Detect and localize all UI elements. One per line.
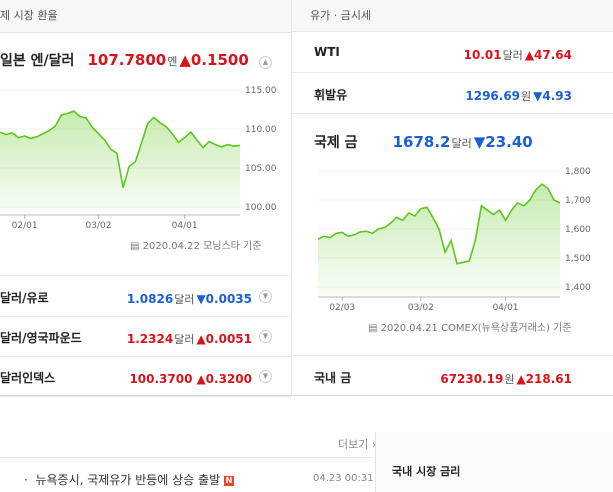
news-item[interactable]: · 뉴욕증시, 국제유가 반등에 상승 출발 N — [24, 473, 234, 487]
main-quote: 국제 금 1678.2달러 ▼23.40 — [314, 132, 533, 152]
divider — [0, 396, 291, 397]
quote-value: 107.7800 — [87, 51, 167, 69]
x-tick-label: 03/02 — [85, 221, 111, 231]
source: ▤ 2020.04.22 모닝스타 기준 — [130, 241, 262, 252]
x-tick-label: 04/01 — [172, 221, 198, 231]
x-tick-label: 02/01 — [12, 221, 38, 231]
quote-value: 1678.2 — [392, 133, 451, 151]
y-tick-label: 105.00 — [245, 164, 277, 174]
quote-unit: 달러 — [174, 333, 195, 346]
y-tick-label: 100.00 — [245, 203, 277, 213]
source-text: 2020.04.22 모닝스타 기준 — [142, 241, 262, 252]
divider — [291, 0, 292, 395]
header-title: 유가 · 금시세 — [310, 9, 372, 22]
quote-change: ▲0.1500 — [179, 51, 249, 69]
quote-values: 1.2324달러 ▲0.0051 — [127, 328, 252, 347]
quote-value: 1.0826 — [126, 292, 174, 306]
area — [318, 184, 560, 297]
quote-change: ▲47.64 — [524, 48, 572, 62]
main-quote: 일본 엔/달러 107.7800엔 ▲0.1500 — [0, 50, 249, 70]
quote-values: 67230.19원 ▲218.61 — [440, 368, 572, 387]
quote-unit: 달러 — [174, 293, 195, 306]
quote-values: 10.01달러 ▲47.64 — [464, 44, 572, 63]
quote-name: WTI — [314, 45, 340, 59]
y-tick-label: 110.00 — [245, 125, 277, 135]
new-badge: N — [223, 475, 234, 486]
divider — [0, 457, 372, 458]
quote-name: 국제 금 — [314, 135, 358, 151]
quote-change: ▼23.40 — [473, 133, 533, 151]
quote-value: 1296.69 — [465, 89, 521, 103]
quote-unit: 원 — [504, 373, 515, 386]
quote-name: 달러인덱스 — [0, 371, 56, 385]
source-text: 2020.04.21 COMEX(뉴욕상품거래소) 기준 — [380, 323, 572, 334]
gold-chart: 1,800 1,700 1,600 1,500 1,400 02/03 03/02 04/01 — [317, 167, 591, 313]
expand-button[interactable]: ▲ — [259, 56, 272, 69]
divider — [0, 316, 291, 317]
exchange-chart: 115.00 110.00 105.00 100.00 02/01 03/02 04/01 — [0, 86, 277, 231]
commodities-header: 유가 · 금시세 — [292, 0, 613, 32]
more-text[interactable]: 더보기 — [338, 438, 369, 451]
expand-button[interactable]: ▼ — [259, 370, 272, 383]
quote-unit: 달러 — [451, 137, 472, 150]
header-title: 제 시장 환율 — [0, 9, 58, 22]
quote-change: ▲0.3200 — [196, 372, 252, 386]
quote-change: ▲218.61 — [516, 372, 572, 386]
quote-name: 국내 금 — [314, 371, 352, 385]
news-title[interactable]: 뉴욕증시, 국제유가 반등에 상승 출발 — [35, 473, 221, 487]
quote-change: ▼4.93 — [533, 89, 572, 103]
area — [0, 111, 240, 215]
quote-value: 1.2324 — [126, 332, 174, 346]
divider — [0, 275, 291, 276]
rates-panel — [375, 432, 613, 492]
exchange-header: 제 시장 환율 — [0, 0, 291, 33]
line — [317, 183, 561, 265]
expand-button[interactable]: ▼ — [259, 330, 272, 343]
y-tick-label: 1,800 — [565, 167, 591, 177]
quote-change: ▲0.0051 — [196, 332, 252, 346]
divider — [292, 113, 613, 114]
quote-change: ▼0.0035 — [196, 292, 252, 306]
quote-values: 100.3700 ▲0.3200 — [129, 368, 252, 387]
x-tick-label: 03/02 — [408, 303, 434, 313]
divider — [292, 72, 613, 73]
y-tick-label: 1,600 — [565, 225, 591, 235]
quote-unit: 엔 — [167, 55, 178, 68]
divider — [0, 395, 613, 396]
quote-value: 100.3700 — [129, 372, 193, 386]
source: ▤ 2020.04.21 COMEX(뉴욕상품거래소) 기준 — [368, 323, 572, 334]
quote-name: 달러/유로 — [0, 291, 49, 305]
x-tick-label: 02/03 — [329, 303, 355, 313]
quote-values: 1.0826달러 ▼0.0035 — [127, 288, 252, 307]
quote-name: 휘발유 — [314, 88, 348, 102]
news-time: 04.23 00:31 — [313, 473, 374, 484]
quote-value: 10.01 — [463, 48, 502, 62]
rates-title: 국내 시장 금리 — [392, 465, 461, 478]
divider — [292, 355, 613, 356]
quote-unit: 달러 — [502, 49, 523, 62]
more-link[interactable]: 더보기 › — [338, 438, 377, 451]
x-tick-label: 04/01 — [493, 303, 519, 313]
quote-unit: 원 — [521, 90, 532, 103]
quote-name: 달러/영국파운드 — [0, 331, 82, 345]
quote-name: 일본 엔/달러 — [0, 53, 75, 69]
divider — [0, 356, 291, 357]
quote-value: 67230.19 — [440, 372, 504, 386]
y-tick-label: 1,500 — [565, 254, 591, 264]
y-tick-label: 1,700 — [565, 196, 591, 206]
y-tick-label: 1,400 — [565, 283, 591, 293]
line — [0, 110, 241, 188]
quote-values: 1296.69원 ▼4.93 — [465, 85, 572, 104]
y-tick-label: 115.00 — [245, 86, 277, 96]
expand-button[interactable]: ▼ — [259, 290, 272, 303]
